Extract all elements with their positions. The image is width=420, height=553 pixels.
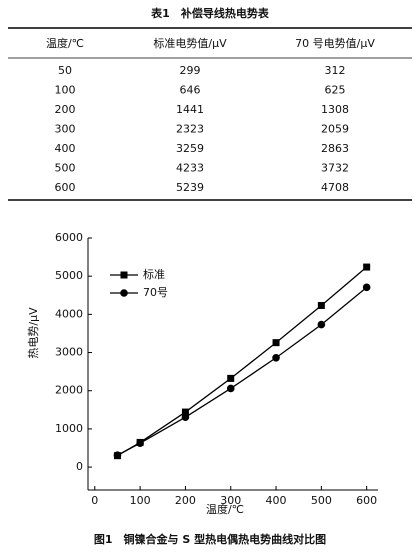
table-cell: 3732 <box>321 162 349 175</box>
table-cell: 50 <box>58 64 72 77</box>
marker <box>272 353 280 362</box>
y-tick-label: 2000 <box>55 384 83 397</box>
x-tick-label: 0 <box>91 494 98 507</box>
series-line <box>117 286 368 456</box>
table-cell: 312 <box>325 64 346 77</box>
x-tick-label: 500 <box>311 494 332 507</box>
table-title: 表1 补偿导线热电势表 <box>150 6 270 20</box>
table-cell: 600 <box>55 181 76 194</box>
table-cell: 1308 <box>321 103 349 116</box>
table-cell: 500 <box>55 162 76 175</box>
table-cell: 625 <box>325 84 346 97</box>
table-cell: 4233 <box>176 162 204 175</box>
y-tick-label: 4000 <box>55 307 83 320</box>
legend-marker <box>120 289 128 297</box>
y-tick-label: 3000 <box>55 346 83 359</box>
table-cell: 100 <box>55 84 76 97</box>
y-tick-label: 0 <box>76 460 83 473</box>
x-tick-label: 200 <box>175 494 196 507</box>
x-axis-label: 温度/℃ <box>206 502 244 516</box>
table-cell: 200 <box>55 103 76 116</box>
table-cell: 3259 <box>176 142 204 155</box>
table-cell: 300 <box>55 123 76 136</box>
x-tick-label: 600 <box>356 494 377 507</box>
marker <box>113 451 122 459</box>
table-header: 温度/℃ <box>46 36 84 50</box>
marker <box>181 408 189 416</box>
marker <box>272 339 280 347</box>
legend-label: 标准 <box>143 267 165 281</box>
table-cell: 2323 <box>176 123 204 136</box>
y-tick-label: 1000 <box>55 422 83 435</box>
x-tick-label: 300 <box>220 494 241 507</box>
table-cell: 400 <box>55 142 76 155</box>
legend-marker <box>120 271 128 279</box>
legend-label: 70号 <box>143 286 168 299</box>
table-cell: 4708 <box>321 181 349 194</box>
marker <box>317 320 326 329</box>
y-tick-label: 5000 <box>55 269 83 282</box>
x-tick-label: 100 <box>130 494 151 507</box>
table-cell: 1441 <box>176 103 204 116</box>
y-tick-label: 6000 <box>55 231 83 244</box>
marker <box>362 283 371 292</box>
y-axis-label: 热电势/μV <box>27 307 40 359</box>
marker <box>227 374 235 382</box>
table-header: 标准电势值/μV <box>153 36 227 50</box>
marker <box>226 384 235 393</box>
marker <box>181 413 190 421</box>
table-cell: 2059 <box>321 123 349 136</box>
table-header: 70 号电势值/μV <box>295 37 375 50</box>
table-cell: 299 <box>180 64 201 77</box>
caption: 图1 铜镍合金与 S 型热电偶热电势曲线对比图 <box>94 532 326 546</box>
marker <box>136 439 144 448</box>
table-cell: 5239 <box>176 181 204 194</box>
marker <box>363 263 371 271</box>
x-tick-label: 400 <box>266 494 287 507</box>
table-cell: 2863 <box>321 142 349 155</box>
table-cell: 646 <box>180 84 201 97</box>
marker <box>317 301 325 309</box>
